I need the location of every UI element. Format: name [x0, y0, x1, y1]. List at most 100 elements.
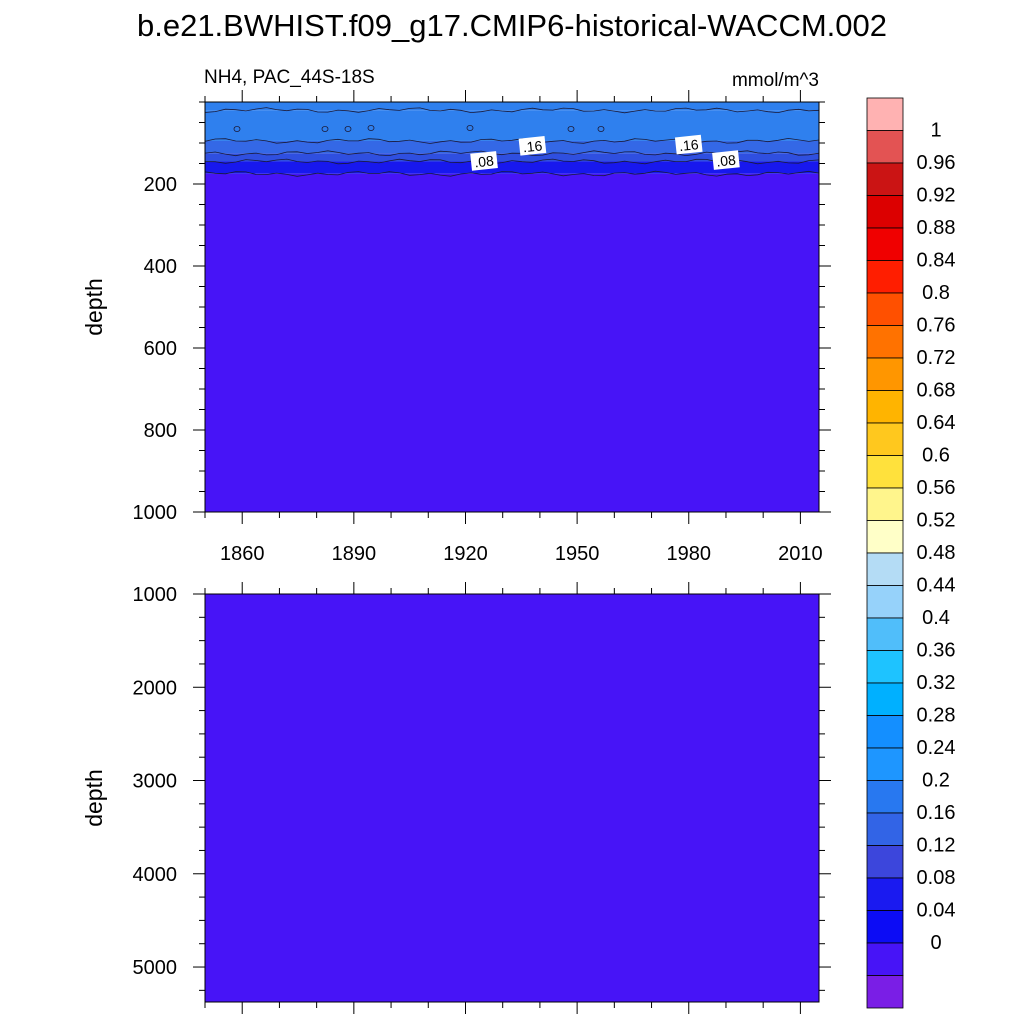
- upper-xtick-label-3: 1950: [555, 543, 600, 565]
- colorbar-box-20: [866, 747, 904, 781]
- colorbar-label-12: 0.52: [917, 510, 956, 532]
- colorbar-box-9: [866, 390, 904, 424]
- upper-ytick-label-0: 200: [144, 174, 177, 196]
- colorbar-label-22: 0.12: [917, 835, 956, 857]
- lower-ytick-label-1: 2000: [133, 677, 178, 699]
- upper-contour-label-text-1: .16: [522, 137, 543, 155]
- colorbar-box-22: [866, 812, 904, 846]
- upper-contour-label-text-3: .08: [715, 152, 736, 170]
- colorbar-box-23: [866, 845, 904, 879]
- upper-panel: .08 .16 .16 .08 200 400 600 800 1000 depth 1860 189…: [81, 90, 831, 565]
- colorbar-box-14: [866, 552, 904, 586]
- lower-frame: [204, 593, 820, 1003]
- upper-layer-1: [205, 110, 819, 141]
- upper-contour-label-0: .08: [470, 151, 498, 171]
- upper-contour-label-box-1: [518, 135, 547, 156]
- colorbar-label-8: 0.68: [917, 380, 956, 402]
- lower-ytick-label-4: 5000: [133, 957, 178, 979]
- colorbar-label-10: 0.6: [922, 445, 950, 467]
- upper-contour-label-1: .16: [518, 135, 547, 156]
- colorbar-box-19: [866, 715, 904, 749]
- colorbar-box-18: [866, 682, 904, 716]
- upper-xtick-label-1: 1890: [332, 543, 377, 565]
- colorbar-label-23: 0.08: [917, 867, 956, 889]
- colorbar-box-13: [866, 520, 904, 554]
- lower-panel: 1000 2000 3000 4000 5000 depth: [81, 582, 831, 1014]
- upper-ytick-label-3: 800: [144, 420, 177, 442]
- lower-ytick-label-0: 1000: [133, 584, 178, 606]
- upper-ytick-label-2: 600: [144, 338, 177, 360]
- upper-layer-0: [205, 102, 819, 111]
- upper-contour-label-2: .16: [674, 134, 703, 155]
- chart-title: b.e21.BWHIST.f09_g17.CMIP6-historical-WA…: [137, 8, 887, 43]
- lower-layer-0: [205, 594, 819, 1002]
- colorbar-label-9: 0.64: [917, 412, 956, 434]
- colorbar-label-24: 0.04: [917, 900, 956, 922]
- colorbar-label-19: 0.24: [917, 737, 956, 759]
- lower-ytick-label-2: 3000: [133, 771, 178, 793]
- colorbar-box-6: [866, 292, 904, 326]
- upper-contour-label-3: .08: [712, 150, 740, 170]
- colorbar-box-24: [866, 877, 904, 911]
- colorbar-box-16: [866, 617, 904, 651]
- colorbar-label-0: 1: [930, 120, 941, 142]
- upper-contour-blob-0: [233, 126, 241, 133]
- colorbar-label-13: 0.48: [917, 542, 956, 564]
- upper-contour-label-box-0: [470, 151, 498, 171]
- colorbar-box-15: [866, 585, 904, 619]
- upper-contour-blob-2: [344, 126, 352, 133]
- colorbar-box-1: [866, 130, 904, 164]
- colorbar-box-26: [866, 942, 904, 976]
- chart-subtitle-right: mmol/m^3: [732, 70, 819, 91]
- upper-layer-3: [205, 153, 819, 162]
- upper-contour-blob-1: [321, 126, 329, 133]
- colorbar-box-2: [866, 162, 904, 196]
- upper-ytick-label-4: 1000: [133, 502, 178, 524]
- upper-contour-1: [204, 107, 820, 114]
- colorbar-label-14: 0.44: [917, 575, 956, 597]
- upper-layer-4: [205, 161, 819, 174]
- upper-contour-blob-5: [567, 126, 575, 133]
- lower-ytick-label-3: 4000: [133, 864, 178, 886]
- colorbar-label-2: 0.92: [917, 185, 956, 207]
- upper-ytick-label-1: 400: [144, 256, 177, 278]
- upper-ylabel: depth: [81, 278, 107, 336]
- colorbar-box-4: [866, 227, 904, 261]
- colorbar-label-20: 0.2: [922, 770, 950, 792]
- colorbar-label-5: 0.8: [922, 282, 950, 304]
- colorbar-label-17: 0.32: [917, 672, 956, 694]
- upper-xtick-label-5: 2010: [778, 543, 823, 565]
- colorbar-label-25: 0: [930, 932, 941, 954]
- lower-ylabel: depth: [81, 769, 107, 827]
- upper-contour-blob-4: [466, 125, 474, 132]
- upper-contour-blob-3: [367, 125, 375, 132]
- colorbar-box-17: [866, 650, 904, 684]
- upper-contour-label-text-2: .16: [678, 136, 699, 154]
- colorbar-label-1: 0.96: [917, 152, 956, 174]
- colorbar-box-25: [866, 910, 904, 944]
- colorbar-box-11: [866, 455, 904, 489]
- colorbar-box-0: [866, 97, 904, 131]
- colorbar-box-21: [866, 780, 904, 814]
- colorbar-label-7: 0.72: [917, 347, 956, 369]
- upper-contour-label-box-2: [674, 134, 703, 155]
- colorbar-label-21: 0.16: [917, 802, 956, 824]
- colorbar: 1 0.96 0.92 0.88 0.84 0.8 0.76 0.72 0.68 0.64 0.6 0…: [866, 97, 956, 1009]
- colorbar-label-3: 0.88: [917, 217, 956, 239]
- colorbar-box-10: [866, 422, 904, 456]
- colorbar-box-12: [866, 487, 904, 521]
- upper-contour-label-box-3: [712, 150, 740, 170]
- upper-layer-2: [205, 140, 819, 154]
- upper-contour-5: [204, 170, 820, 177]
- upper-contour-blob-6: [597, 126, 605, 133]
- colorbar-box-7: [866, 325, 904, 359]
- colorbar-label-6: 0.76: [917, 315, 956, 337]
- colorbar-label-16: 0.36: [917, 640, 956, 662]
- colorbar-label-11: 0.56: [917, 477, 956, 499]
- upper-layer-5: [205, 173, 819, 512]
- upper-xtick-label-0: 1860: [220, 543, 265, 565]
- colorbar-label-18: 0.28: [917, 705, 956, 727]
- colorbar-box-5: [866, 260, 904, 294]
